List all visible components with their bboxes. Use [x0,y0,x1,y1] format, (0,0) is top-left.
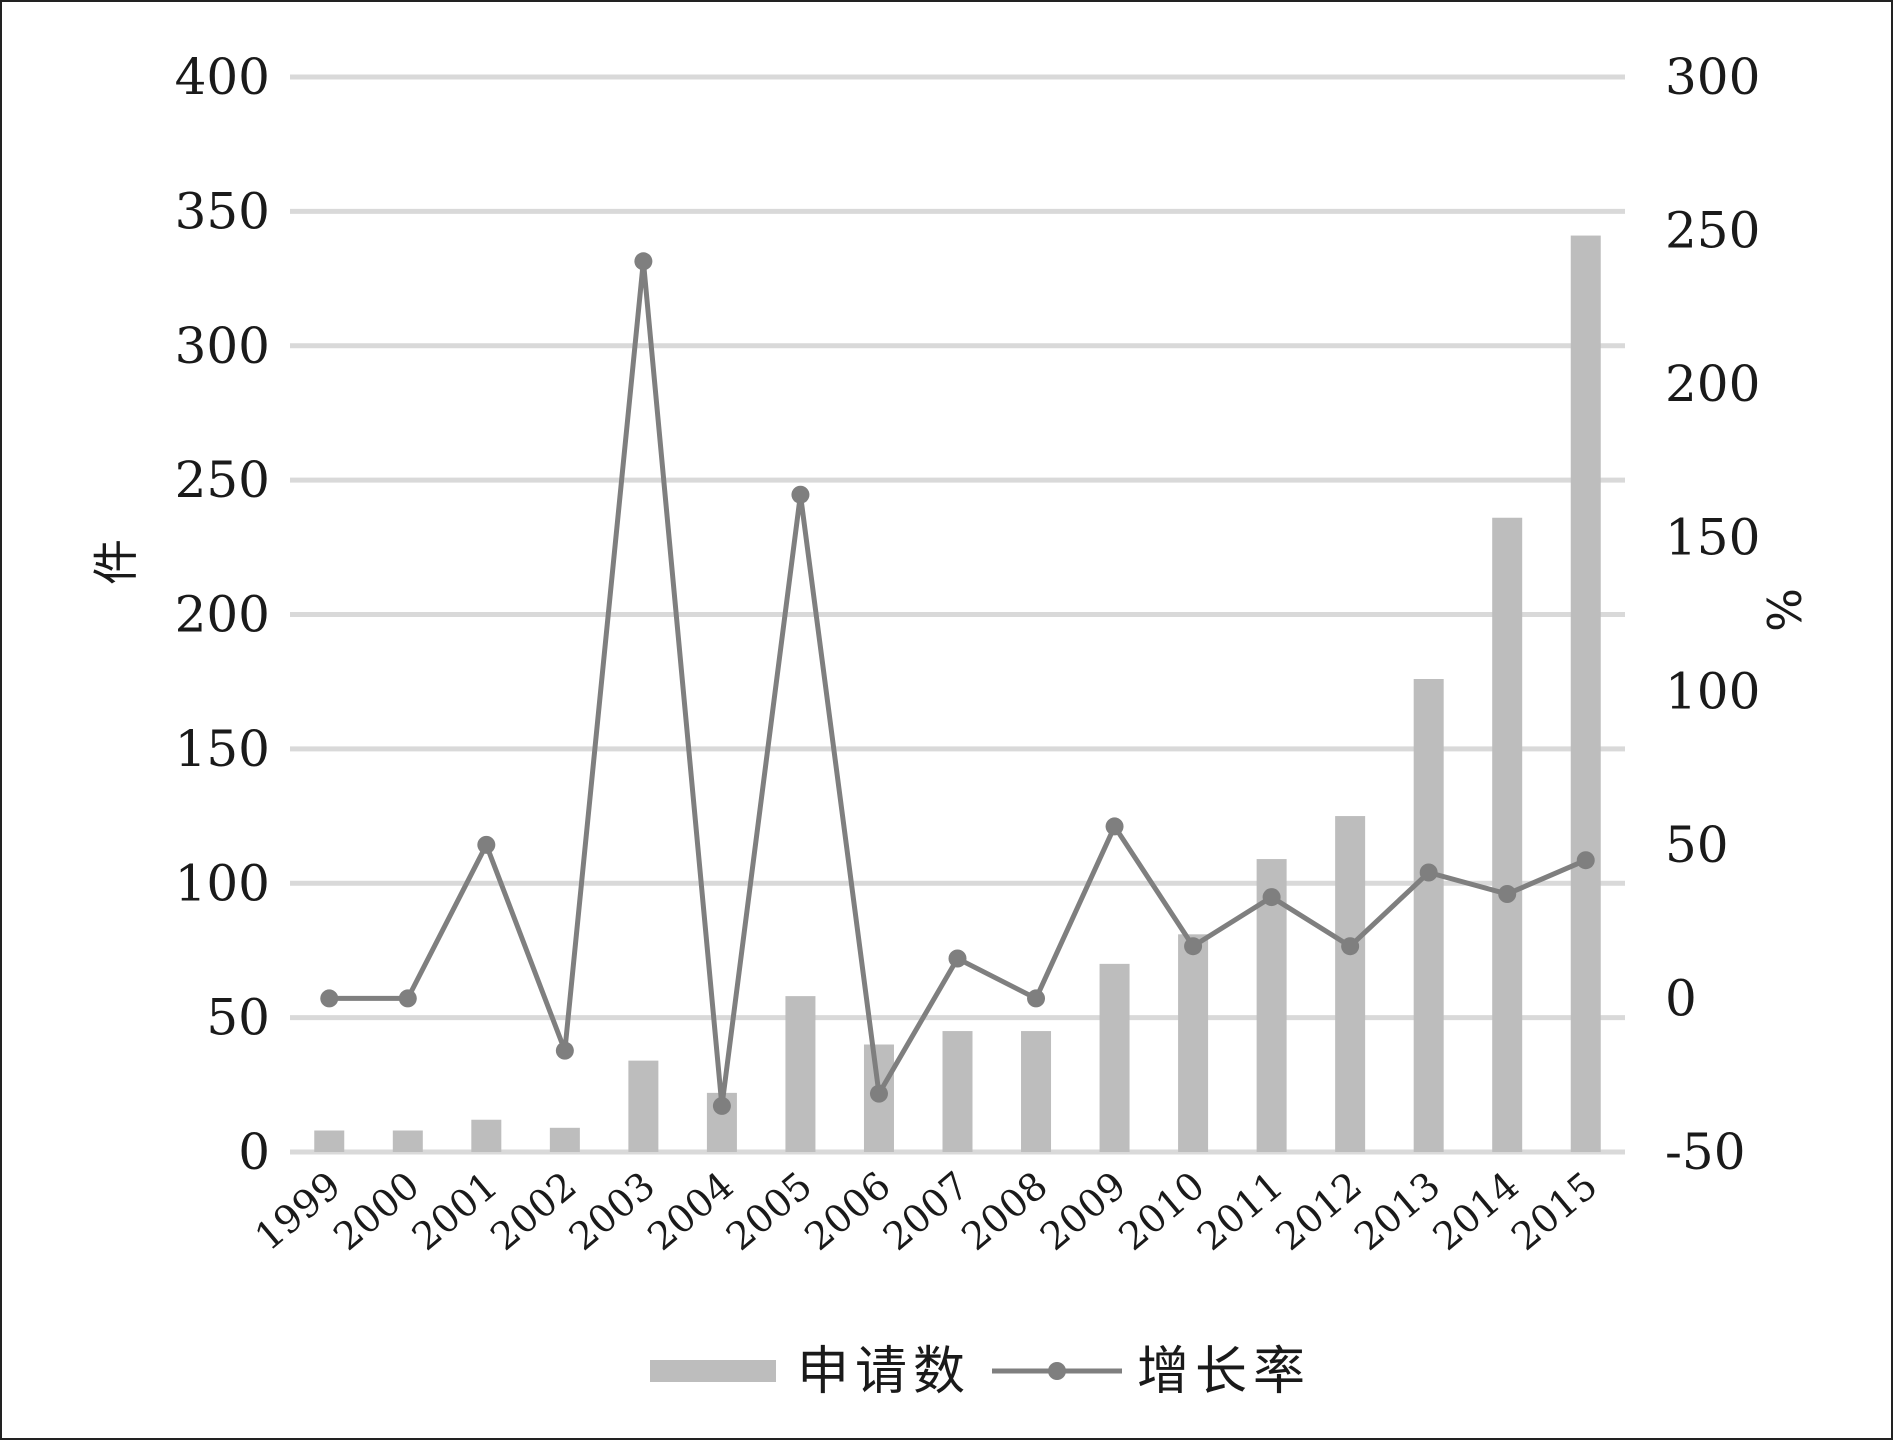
line-series-growth-rate [320,252,1595,1115]
left-axis: 0 50 100 150 200 250 300 350 400 [175,48,270,1181]
point-2013 [1419,863,1438,882]
legend-label-applications: 申请数 [797,1342,971,1402]
bar-2008 [1021,1031,1052,1152]
x-tick-label: 2015 [1503,1163,1605,1259]
x-tick-label: 2012 [1268,1163,1370,1259]
x-tick-label: 2014 [1425,1163,1527,1259]
point-1999 [320,989,339,1008]
bar-2005 [785,996,816,1152]
point-2000 [398,989,417,1008]
x-tick-label: 2003 [561,1163,663,1259]
bar-series-applications [314,235,1601,1152]
left-tick-label: 200 [175,586,270,644]
bar-2015 [1570,235,1601,1152]
gridlines [290,74,1625,1155]
x-tick-label: 2002 [482,1163,584,1259]
point-2012 [1341,937,1360,956]
x-axis: 1999200020012002200320042005200620072008… [247,1163,1606,1259]
x-tick-label: 2007 [875,1163,977,1259]
right-tick-label: 50 [1665,816,1729,874]
right-axis: -50 0 50 100 150 200 250 300 [1665,48,1760,1181]
bar-2009 [1099,963,1130,1152]
bar-1999 [314,1130,345,1152]
right-axis-title: % [1756,588,1810,632]
bar-2013 [1413,679,1444,1152]
left-tick-label: 350 [175,182,270,240]
legend-label-growth-rate: 增长率 [1137,1342,1311,1402]
right-tick-label: -50 [1665,1123,1746,1181]
right-tick-label: 150 [1665,509,1760,567]
point-2015 [1576,851,1595,870]
left-tick-label: 50 [206,989,270,1047]
x-tick-label: 2006 [796,1163,898,1259]
left-tick-label: 150 [175,720,270,778]
point-2001 [477,835,496,854]
legend-bar-swatch [650,1360,776,1382]
legend-line-marker [1048,1362,1066,1380]
point-2005 [791,485,810,504]
bar-2011 [1256,859,1287,1152]
bar-2003 [628,1060,659,1152]
legend: 申请数 增长率 [650,1342,1311,1402]
point-2008 [1027,989,1046,1008]
right-tick-label: 250 [1665,202,1760,260]
point-2002 [555,1041,574,1060]
bar-2007 [942,1031,973,1152]
right-tick-label: 100 [1665,662,1760,720]
point-2014 [1498,885,1517,903]
bar-2001 [471,1119,502,1152]
bar-2002 [549,1127,580,1152]
x-tick-label: 2000 [325,1163,427,1259]
x-tick-label: 2010 [1110,1163,1212,1259]
x-tick-label: 2008 [953,1163,1055,1259]
point-2004 [712,1096,731,1115]
left-tick-label: 300 [175,317,270,375]
growth-rate-line [329,261,1587,1107]
point-2003 [634,252,653,271]
x-tick-label: 2009 [1032,1163,1134,1259]
left-tick-label: 100 [175,854,270,912]
left-axis-title: 件 [89,539,143,585]
point-2010 [1184,937,1203,956]
bar-2014 [1492,517,1523,1152]
bar-2012 [1335,816,1366,1152]
bar-2000 [392,1130,423,1152]
left-tick-label: 400 [175,48,270,106]
x-tick-label: 2001 [404,1163,506,1259]
right-tick-label: 200 [1665,355,1760,413]
left-tick-label: 0 [238,1123,270,1181]
point-2009 [1105,817,1124,836]
left-tick-label: 250 [175,451,270,509]
x-tick-label: 2011 [1189,1163,1291,1259]
x-tick-label: 2013 [1346,1163,1448,1259]
point-2007 [948,949,967,968]
x-tick-label: 2004 [639,1163,741,1259]
x-tick-label: 2005 [718,1163,820,1259]
right-tick-label: 0 [1665,969,1697,1027]
bar-2010 [1178,934,1209,1152]
point-2006 [869,1084,888,1103]
right-tick-label: 300 [1665,48,1760,106]
point-2011 [1262,888,1281,907]
